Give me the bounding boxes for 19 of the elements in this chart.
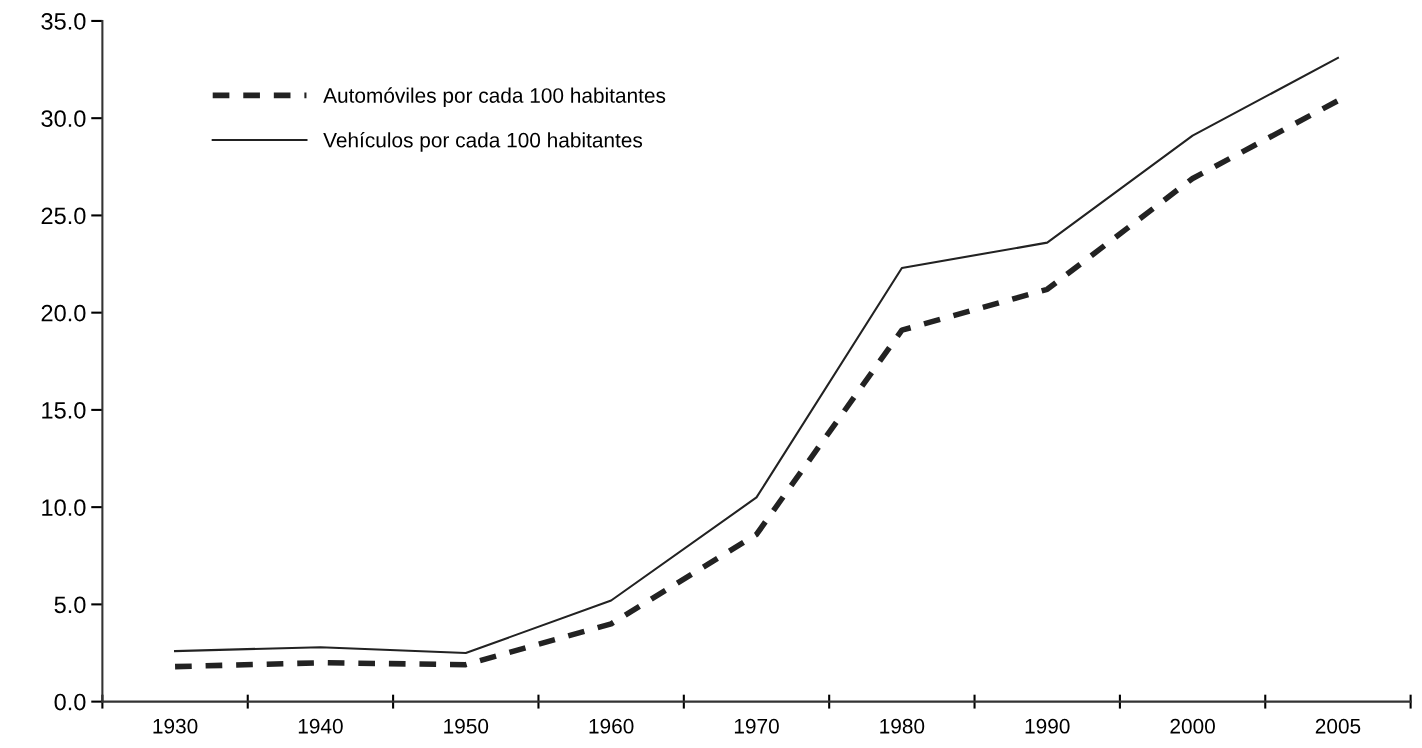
- x-tick-label: 1960: [589, 718, 634, 734]
- x-tick-label: 1980: [880, 718, 925, 734]
- legend-label: Vehículos por cada 100 habitantes: [323, 132, 643, 152]
- y-tick-label: 30.0: [41, 110, 86, 127]
- y-tick-label: 10.0: [42, 499, 86, 516]
- y-tick-label: 5.0: [54, 596, 86, 614]
- y-tick-label: 25.0: [41, 207, 86, 225]
- x-tick-label: 1940: [298, 718, 343, 734]
- x-tick-label: 2000: [1170, 718, 1215, 734]
- x-tick-label: 1950: [444, 718, 489, 734]
- legend-label: Automóviles por cada 100 habitantes: [323, 87, 666, 108]
- x-tick-label: 2005: [1315, 718, 1361, 734]
- x-tick-label: 1970: [734, 718, 779, 734]
- y-tick-label: 15.0: [42, 401, 86, 419]
- y-tick-label: 20.0: [41, 304, 86, 322]
- y-tick-label: 0.0: [54, 693, 86, 711]
- x-tick-label: 1930: [153, 718, 198, 734]
- y-tick-label: 35.0: [41, 13, 86, 30]
- x-tick-label: 1990: [1025, 718, 1070, 734]
